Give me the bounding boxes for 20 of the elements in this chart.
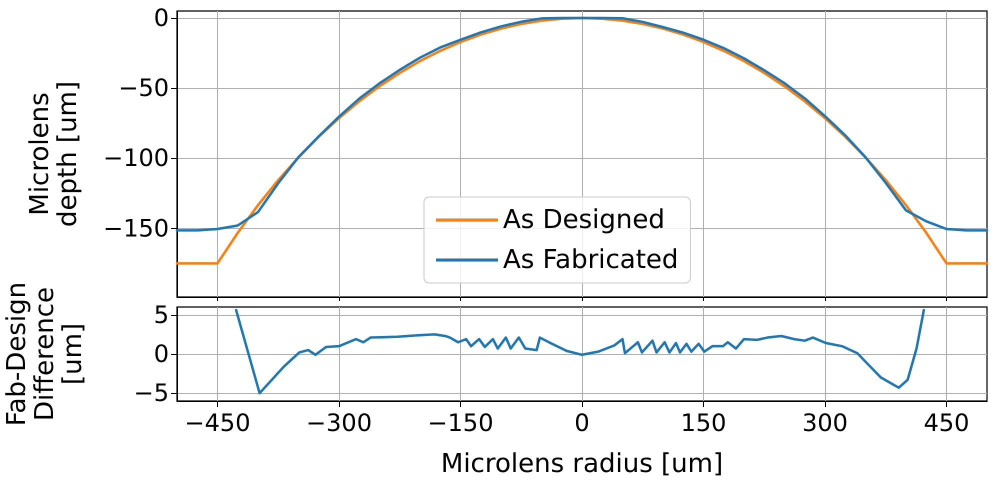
y-tick-label: 5	[154, 300, 169, 329]
x-tick-label: −450	[184, 409, 250, 437]
x-tick-label: 0	[574, 409, 590, 437]
x-tick-label: −150	[428, 409, 494, 437]
y-tick-label: 0	[154, 4, 169, 32]
legend-label: As Fabricated	[503, 245, 678, 275]
y-tick-label: −5	[134, 379, 169, 408]
line-series	[234, 308, 926, 394]
y-axis-title: Microlens depth [um]	[25, 80, 83, 228]
y-tick-label: −50	[118, 74, 169, 102]
x-tick-label: 300	[802, 409, 848, 437]
y-axis-title: Fab-Design Difference [um]	[2, 282, 88, 426]
y-tick-label: 0	[154, 340, 169, 368]
x-axis-title: Microlens radius [um]	[440, 449, 724, 479]
y-tick-label: −150	[103, 214, 169, 242]
y-tick-label: −100	[103, 144, 169, 172]
x-tick-label: 150	[680, 409, 726, 437]
legend-label: As Designed	[503, 205, 665, 235]
x-tick-label: 450	[924, 409, 970, 437]
x-tick-label: −300	[306, 409, 372, 437]
